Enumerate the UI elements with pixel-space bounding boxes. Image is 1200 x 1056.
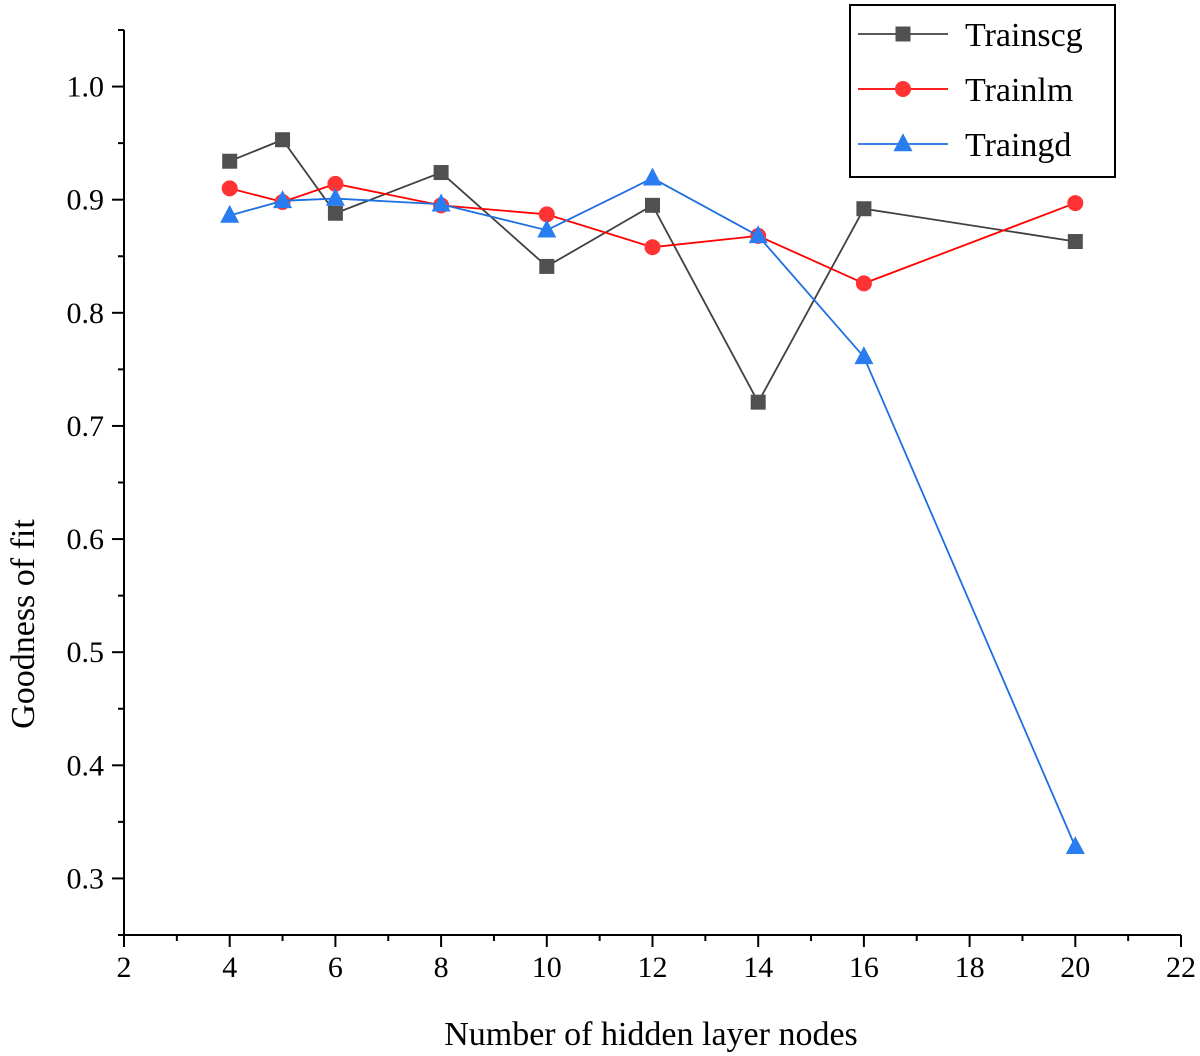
- x-tick-label: 18: [955, 951, 985, 984]
- data-point: [327, 175, 344, 192]
- data-point: [433, 165, 449, 181]
- series-trainscg: [222, 132, 1083, 410]
- x-tick-label: 8: [434, 951, 449, 984]
- x-tick-label: 20: [1060, 951, 1090, 984]
- y-tick-label: 0.4: [67, 749, 105, 782]
- data-point: [325, 187, 345, 206]
- data-point: [750, 394, 766, 410]
- data-point: [431, 193, 451, 212]
- data-point: [222, 153, 238, 169]
- data-point: [539, 258, 555, 274]
- data-point: [856, 201, 872, 217]
- legend-item-trainlm: Trainlm: [858, 72, 1073, 109]
- data-point: [538, 206, 555, 223]
- series-trainlm: [221, 175, 1084, 292]
- x-tick-label: 6: [328, 951, 343, 984]
- legend-label: Trainlm: [965, 72, 1073, 109]
- axes: 2 4 6 8 10 12 14 16 18 20 22 0.3 0.4 0.5 0.6 0.7 0.8 0.9 1…: [67, 29, 1196, 984]
- data-point: [273, 190, 293, 209]
- legend-marker: [895, 26, 911, 42]
- x-tick-label: 16: [849, 951, 879, 984]
- data-point: [644, 239, 661, 256]
- legend-item-trainscg: Trainscg: [858, 17, 1083, 54]
- x-tick-label: 2: [117, 951, 132, 984]
- data-point: [1065, 836, 1085, 855]
- legend-marker: [893, 133, 913, 152]
- data-point: [643, 167, 662, 186]
- x-tick-label: 10: [532, 951, 562, 984]
- series-traingd: [220, 167, 1085, 855]
- data-point: [645, 197, 660, 213]
- x-axis-title: Number of hidden layer nodes: [444, 1016, 858, 1053]
- data-point: [1067, 195, 1084, 212]
- y-axis-title: Goodness of fit: [5, 519, 42, 729]
- x-tick-label: 4: [222, 951, 237, 984]
- y-tick-label: 0.5: [67, 636, 105, 669]
- data-point: [748, 225, 768, 244]
- y-tick-label: 0.3: [67, 862, 105, 895]
- x-tick-label: 22: [1166, 951, 1196, 984]
- data-point: [221, 180, 238, 197]
- legend-marker: [895, 81, 911, 97]
- x-tick-label: 14: [743, 951, 773, 984]
- y-tick-label: 0.9: [67, 184, 105, 217]
- legend: Trainscg Trainlm Traingd: [849, 4, 1116, 178]
- data-point: [537, 219, 557, 238]
- legend-label: Trainscg: [965, 17, 1083, 54]
- data-point: [854, 346, 874, 365]
- series-layer: [220, 132, 1085, 855]
- y-tick-label: 0.7: [67, 410, 105, 443]
- data-point: [327, 205, 343, 221]
- series-line: [229, 177, 1077, 848]
- legend-label: Traingd: [965, 127, 1071, 164]
- y-tick-label: 0.8: [67, 297, 105, 330]
- y-tick-label: 0.6: [67, 523, 105, 556]
- legend-item-traingd: Traingd: [858, 127, 1071, 164]
- data-point: [275, 132, 291, 148]
- data-point: [1067, 234, 1083, 250]
- y-tick-label: 1.0: [67, 71, 105, 104]
- x-tick-label: 12: [638, 951, 668, 984]
- data-point: [220, 204, 240, 223]
- data-point: [855, 275, 872, 292]
